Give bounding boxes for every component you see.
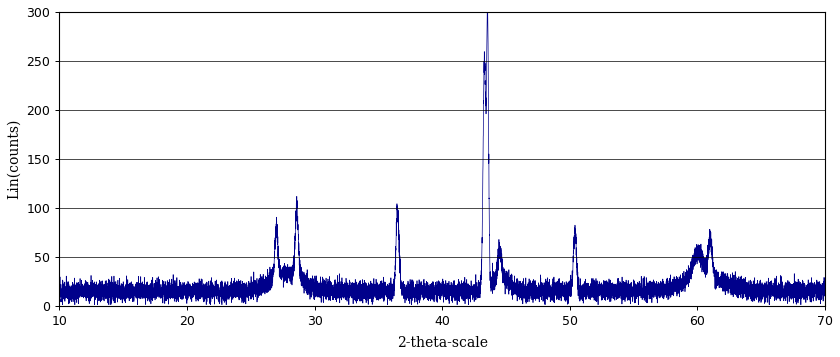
X-axis label: 2-theta-scale: 2-theta-scale	[396, 336, 488, 350]
Y-axis label: Lin(counts): Lin(counts)	[7, 119, 21, 199]
